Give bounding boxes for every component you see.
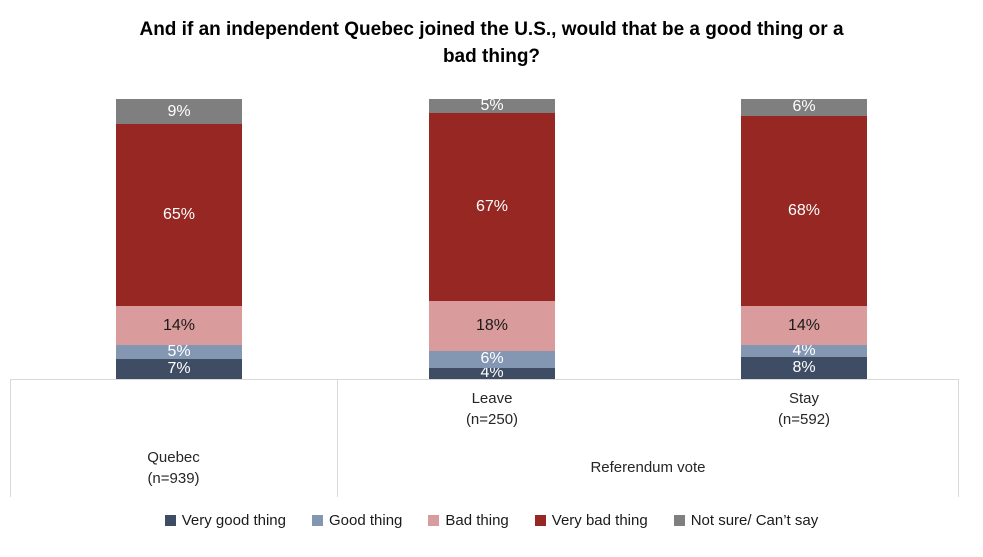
segment-quebec-2: 14% <box>116 306 242 346</box>
axis-group-divider <box>337 380 338 497</box>
legend-label: Not sure/ Can’t say <box>690 512 819 529</box>
axis-grouplabel: Quebec (n=939) <box>10 438 337 497</box>
legend-label: Good thing <box>329 512 403 529</box>
legend-swatch-icon <box>673 515 685 526</box>
axis-grouplabel-line: Quebec <box>147 448 200 466</box>
data-label: 18% <box>475 316 509 334</box>
segment-leave-1: 6% <box>429 351 555 368</box>
axis-sublabel: Stay (n=592) <box>694 379 914 438</box>
legend-swatch-icon <box>428 515 440 526</box>
data-label: 4% <box>480 364 504 382</box>
segment-leave-3: 67% <box>429 113 555 301</box>
legend-label: Bad thing <box>445 512 509 529</box>
data-label: 6% <box>792 98 816 116</box>
data-label: 8% <box>792 358 816 376</box>
legend-item-2: Bad thing <box>428 512 509 529</box>
axis-grouplabel: Referendum vote <box>337 438 959 497</box>
bar-stay: 8% 4% 14% 68% 6% <box>741 99 867 379</box>
data-label: 65% <box>162 206 196 224</box>
chart-title: And if an independent Quebec joined the … <box>0 16 983 70</box>
legend-item-4: Not sure/ Can’t say <box>673 512 819 529</box>
legend-item-3: Very bad thing <box>534 512 648 529</box>
axis-sublabel-line: Stay <box>788 389 819 407</box>
axis-grouplabel-line: Referendum vote <box>590 459 706 476</box>
bar-quebec: 7% 5% 14% 65% 9% <box>116 99 242 379</box>
legend-item-1: Good thing <box>312 512 402 529</box>
segment-stay-1: 4% <box>741 342 867 360</box>
legend-swatch-icon <box>534 515 546 526</box>
bar-leave: 4% 6% 18% 67% 5% <box>429 97 555 382</box>
axis-sublabel: Leave (n=250) <box>382 379 602 438</box>
data-label: 14% <box>787 316 821 334</box>
data-label: 7% <box>167 360 191 378</box>
segment-quebec-3: 65% <box>116 124 242 307</box>
data-label: 6% <box>480 350 504 368</box>
segment-quebec-1: 5% <box>116 343 242 361</box>
legend-label: Very good thing <box>181 512 286 529</box>
axis-grouplabel-line: (n=939) <box>147 469 200 487</box>
data-label: 9% <box>167 102 191 120</box>
axis-table <box>10 379 959 497</box>
data-label: 67% <box>475 197 509 215</box>
legend-swatch-icon <box>312 515 323 526</box>
chart-title-line2: bad thing? <box>442 46 541 67</box>
legend-label: Very bad thing <box>551 512 648 529</box>
legend: Very good thing Good thing Bad thing Very b… <box>0 512 983 529</box>
legend-item-0: Very good thing <box>164 512 286 529</box>
segment-quebec-4: 9% <box>116 99 242 125</box>
data-label: 5% <box>167 343 191 361</box>
plot-area: 7% 5% 14% 65% 9% 4% 6% 18% 67% 5% 8% 4% 14% 68% 6% <box>0 97 983 382</box>
segment-leave-4: 5% <box>429 97 555 115</box>
axis-sublabel-line: Leave <box>471 389 513 407</box>
data-label: 14% <box>162 316 196 334</box>
segment-leave-0: 4% <box>429 364 555 382</box>
segment-stay-2: 14% <box>741 306 867 346</box>
chart-title-line1: And if an independent Quebec joined the … <box>139 19 844 40</box>
data-label: 4% <box>792 342 816 360</box>
axis-sublabel-line: (n=250) <box>465 410 519 428</box>
segment-stay-3: 68% <box>741 115 867 307</box>
segment-quebec-0: 7% <box>116 359 242 379</box>
segment-leave-2: 18% <box>429 300 555 352</box>
data-label: 5% <box>480 97 504 115</box>
data-label: 68% <box>787 202 821 220</box>
legend-swatch-icon <box>164 515 176 526</box>
segment-stay-4: 6% <box>741 99 867 116</box>
axis-sublabel-line: (n=592) <box>777 410 831 428</box>
segment-stay-0: 8% <box>741 356 867 379</box>
